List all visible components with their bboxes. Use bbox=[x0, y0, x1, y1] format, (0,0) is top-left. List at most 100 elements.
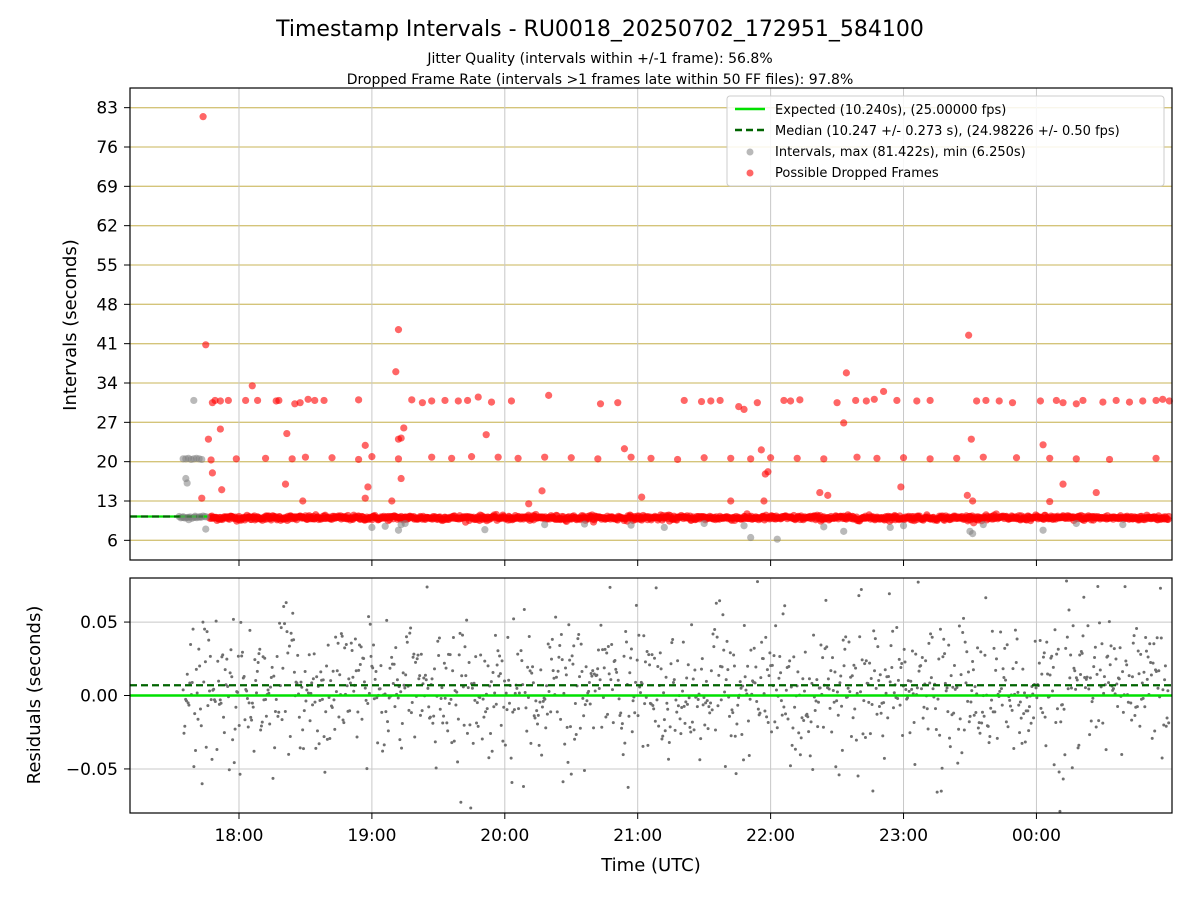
dropped-frame-point bbox=[448, 454, 456, 462]
residual-point bbox=[483, 659, 487, 663]
residual-point bbox=[868, 732, 872, 736]
residual-point bbox=[903, 660, 907, 664]
x-tick-label: 19:00 bbox=[347, 826, 396, 846]
residual-point bbox=[401, 671, 405, 675]
residual-point bbox=[540, 753, 544, 757]
residual-point bbox=[1140, 681, 1144, 685]
dropped-frame-point bbox=[467, 453, 476, 461]
residual-point bbox=[1004, 678, 1008, 682]
dropped-frame-point bbox=[275, 396, 283, 405]
residual-point bbox=[554, 615, 558, 619]
residual-point bbox=[1071, 624, 1075, 628]
interval-point bbox=[773, 535, 781, 543]
residual-point bbox=[747, 753, 751, 757]
residual-point bbox=[816, 700, 820, 704]
residual-point bbox=[300, 685, 304, 689]
residual-point bbox=[902, 647, 906, 651]
residual-point bbox=[1086, 624, 1090, 628]
residual-point bbox=[501, 739, 505, 743]
residual-point bbox=[1058, 809, 1062, 813]
residual-point bbox=[976, 646, 980, 650]
residual-point bbox=[780, 713, 784, 717]
residual-point bbox=[1166, 689, 1170, 693]
residual-point bbox=[288, 734, 292, 738]
residual-point bbox=[994, 668, 998, 672]
dropped-frame-point bbox=[638, 493, 646, 501]
residual-point bbox=[983, 653, 987, 657]
dropped-frame-point bbox=[368, 453, 376, 461]
residual-point bbox=[650, 653, 654, 657]
residual-point bbox=[856, 774, 860, 778]
residual-point bbox=[1019, 716, 1023, 720]
residual-point bbox=[314, 746, 318, 750]
residual-point bbox=[491, 670, 495, 674]
residual-point bbox=[948, 736, 952, 740]
residual-point bbox=[965, 650, 969, 654]
residual-point bbox=[578, 726, 582, 730]
residual-point bbox=[850, 674, 854, 678]
residual-point bbox=[221, 653, 225, 657]
residual-point bbox=[1109, 644, 1113, 648]
residual-point bbox=[959, 673, 963, 677]
legend-dropped-swatch bbox=[746, 169, 754, 177]
residual-point bbox=[330, 705, 334, 709]
residual-point bbox=[700, 657, 704, 661]
residual-point bbox=[1018, 700, 1022, 704]
residual-point bbox=[463, 645, 467, 649]
dropped-frame-point bbox=[355, 396, 363, 404]
residual-point bbox=[634, 603, 638, 607]
residual-point bbox=[257, 652, 261, 656]
residual-point bbox=[887, 592, 891, 596]
dropped-frame-point bbox=[965, 331, 973, 339]
residual-point bbox=[600, 725, 604, 729]
residual-point bbox=[582, 714, 586, 718]
residual-point bbox=[340, 634, 344, 638]
residual-point bbox=[935, 790, 939, 794]
residual-point bbox=[431, 721, 435, 725]
residual-point bbox=[386, 720, 390, 724]
residual-point bbox=[1157, 669, 1161, 673]
residual-point bbox=[332, 698, 336, 702]
residual-point bbox=[990, 629, 994, 633]
residual-point bbox=[287, 644, 291, 648]
residual-point bbox=[363, 686, 367, 690]
residual-point bbox=[784, 712, 788, 716]
residual-point bbox=[914, 652, 918, 656]
residual-point bbox=[863, 662, 867, 666]
residual-point bbox=[181, 688, 185, 692]
residual-point bbox=[1107, 620, 1111, 624]
residual-point bbox=[437, 636, 441, 640]
residual-point bbox=[250, 701, 254, 705]
top-y-tick-label: 76 bbox=[96, 138, 118, 158]
legend: Expected (10.240s), (25.00000 fps) Media… bbox=[726, 95, 1165, 187]
residual-point bbox=[479, 653, 483, 657]
residual-point bbox=[566, 760, 570, 764]
residual-point bbox=[582, 769, 586, 773]
residual-point bbox=[968, 714, 972, 718]
residual-point bbox=[351, 675, 355, 679]
residual-point bbox=[524, 706, 528, 710]
residual-point bbox=[792, 655, 796, 659]
dropped-frame-point bbox=[1008, 399, 1017, 407]
residual-point bbox=[494, 702, 498, 706]
bottom-y-tick-label: −0.05 bbox=[66, 760, 118, 780]
x-tick-label: 22:00 bbox=[746, 826, 795, 846]
residual-point bbox=[1061, 777, 1065, 781]
residual-point bbox=[538, 700, 542, 704]
dropped-frame-point bbox=[780, 396, 788, 405]
residual-point bbox=[978, 731, 982, 735]
residual-point bbox=[787, 665, 791, 669]
residual-point bbox=[696, 698, 700, 702]
residual-point bbox=[404, 635, 408, 639]
residual-point bbox=[976, 726, 980, 730]
residual-point bbox=[1117, 677, 1121, 681]
residual-point bbox=[285, 630, 289, 634]
residual-point bbox=[205, 630, 209, 634]
residual-point bbox=[1051, 689, 1055, 693]
residual-point bbox=[238, 772, 242, 776]
residual-point bbox=[310, 681, 314, 685]
residual-point bbox=[1055, 652, 1059, 656]
residual-point bbox=[1085, 675, 1089, 679]
residual-point bbox=[423, 673, 427, 677]
residual-point bbox=[242, 675, 246, 679]
